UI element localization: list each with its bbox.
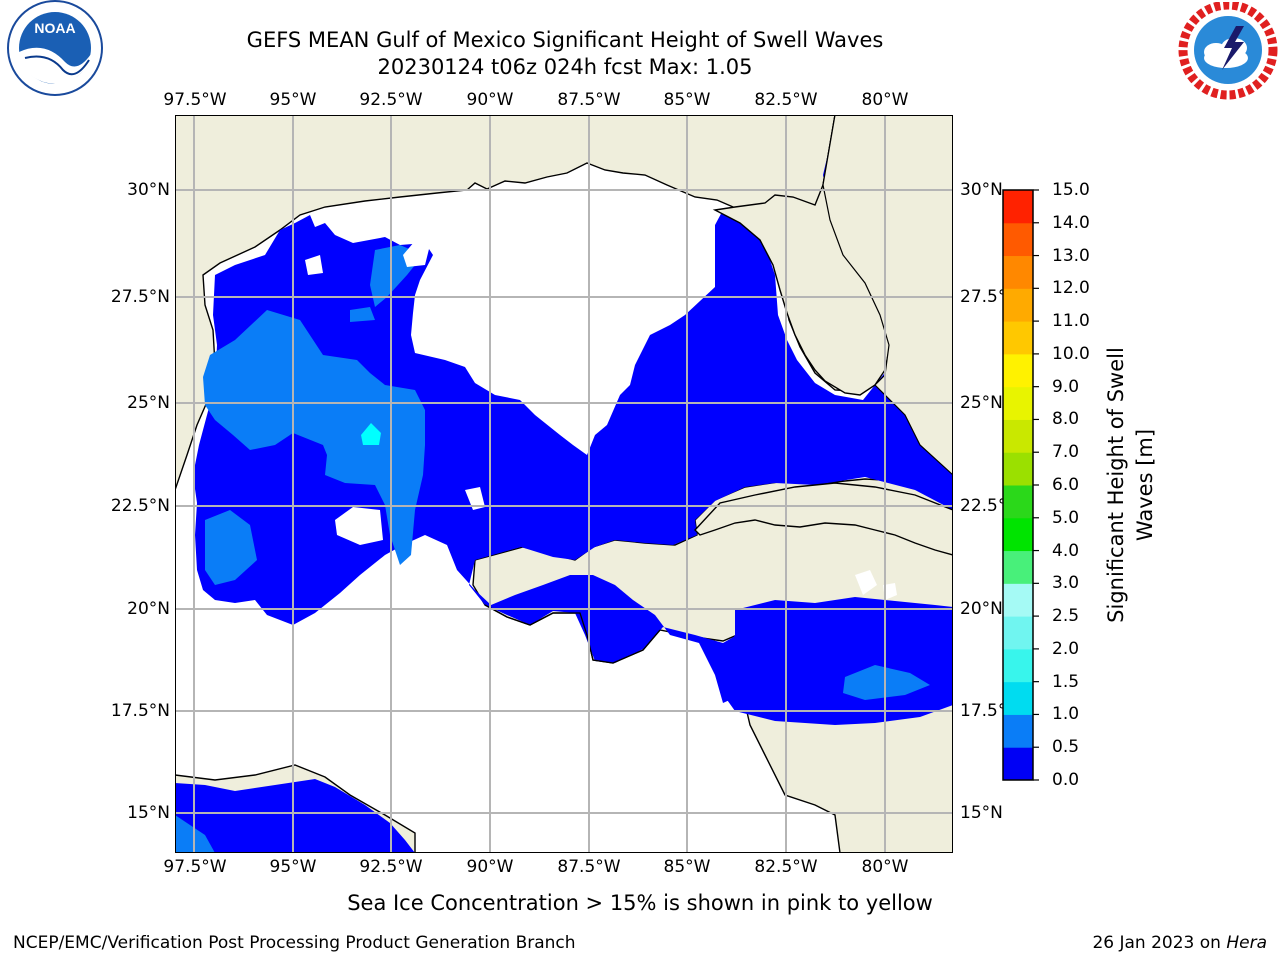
swell-max-area (361, 423, 381, 445)
gulf-of-mexico-map (175, 115, 953, 853)
lat-label-left: 27.5°N (110, 287, 170, 307)
lon-label-bottom: 85°W (663, 857, 711, 877)
title-line-1: GEFS MEAN Gulf of Mexico Significant Hei… (246, 28, 884, 52)
lon-label-top: 87.5°W (557, 90, 621, 110)
colorbar-tick-label: 9.0 (1052, 376, 1080, 397)
lat-label-left: 25°N (127, 393, 170, 413)
colorbar-tick-label: 5.0 (1052, 507, 1080, 528)
colorbar-segment (1003, 681, 1033, 715)
colorbar-tick-label: 10.0 (1052, 343, 1090, 364)
sea-ice-note: Sea Ice Concentration > 15% is shown in … (347, 891, 933, 915)
yucatan-coast (484, 604, 661, 664)
date-text: 26 Jan 2023 on (1092, 933, 1227, 953)
colorbar (1002, 189, 1039, 781)
lon-label-bottom: 80°W (861, 857, 909, 877)
lat-label-right: 15°N (960, 803, 1003, 823)
lon-label-top: 82.5°W (754, 90, 818, 110)
colorbar-segment (1003, 419, 1033, 453)
colorbar-tick-label: 3.0 (1052, 573, 1080, 594)
swell-field-mid (175, 245, 930, 853)
colorbar-segment (1003, 190, 1033, 224)
lat-label-right: 20°N (960, 599, 1003, 619)
colorbar-segment (1003, 517, 1033, 552)
colorbar-segment (1003, 616, 1033, 650)
lon-label-top: 95°W (269, 90, 317, 110)
lat-label-left: 17.5°N (110, 701, 170, 721)
noaa-logo: NOAA (7, 0, 103, 96)
colorbar-tick-label: 0.0 (1052, 770, 1080, 790)
map-frame (175, 115, 953, 853)
lat-label-left: 30°N (127, 180, 170, 200)
lat-label-left: 22.5°N (110, 496, 170, 516)
florida-east-coast (822, 115, 953, 476)
colorbar-segment (1003, 288, 1033, 322)
colorbar-segment (1003, 386, 1033, 420)
colorbar-label-line1: Significant Height of Swell (1104, 347, 1128, 623)
colorbar-segment (1003, 648, 1033, 683)
colorbar-tick-label: 12.0 (1052, 278, 1090, 299)
lon-label-bottom: 82.5°W (754, 857, 818, 877)
graticule (175, 115, 953, 853)
colorbar-tick-label: 2.5 (1052, 606, 1080, 627)
colorbar-segment (1003, 583, 1033, 617)
lat-label-right: 25°N (960, 393, 1003, 413)
colorbar-tick-label: 11.0 (1052, 311, 1090, 332)
colorbar-tick-label: 8.0 (1052, 409, 1080, 430)
colorbar-tick-label: 4.0 (1052, 540, 1080, 561)
machine-name: Hera (1226, 933, 1267, 953)
colorbar-tick-label: 2.0 (1052, 638, 1080, 659)
nws-logo (1178, 2, 1278, 100)
lon-label-bottom: 90°W (466, 857, 514, 877)
colorbar-tick-label: 15.0 (1052, 180, 1090, 200)
colorbar-segment (1003, 321, 1033, 355)
colorbar-tick-label: 0.5 (1052, 737, 1080, 758)
title-line-2: 20230124 t06z 024h fcst Max: 1.05 (377, 55, 753, 79)
cuba-island (694, 482, 953, 556)
date-stamp: 26 Jan 2023 on Hera (1092, 933, 1267, 953)
lon-label-top: 97.5°W (163, 90, 227, 110)
colorbar-tick-label: 14.0 (1052, 212, 1090, 233)
colorbar-segment (1003, 714, 1033, 748)
lon-label-top: 90°W (466, 90, 514, 110)
colorbar-label: Significant Height of Swell Waves [m] (1102, 85, 1162, 623)
colorbar-segment (1003, 255, 1033, 289)
lat-label-right: 30°N (960, 180, 1003, 200)
colorbar-tick-label: 1.5 (1052, 671, 1080, 692)
lon-label-top: 92.5°W (359, 90, 423, 110)
credit-text: NCEP/EMC/Verification Post Processing Pr… (13, 933, 576, 953)
noaa-logo-text: NOAA (34, 20, 75, 36)
colorbar-tick-label: 1.0 (1052, 704, 1080, 725)
colorbar-segment (1003, 485, 1033, 519)
colorbar-segment (1003, 550, 1033, 584)
swell-field-southwest (175, 779, 415, 853)
colorbar-segment (1003, 222, 1033, 257)
colorbar-segment (1003, 353, 1033, 388)
lon-label-top: 80°W (861, 90, 909, 110)
colorbar-tick-label: 7.0 (1052, 442, 1080, 463)
colorbar-tick-label: 6.0 (1052, 475, 1080, 495)
lon-label-bottom: 97.5°W (163, 857, 227, 877)
lat-label-left: 20°N (127, 599, 170, 619)
lon-label-bottom: 95°W (269, 857, 317, 877)
colorbar-segment (1003, 452, 1033, 486)
colorbar-label-line2: Waves [m] (1133, 428, 1157, 542)
colorbar-segment (1003, 747, 1033, 781)
lon-label-bottom: 87.5°W (557, 857, 621, 877)
lat-label-left: 15°N (127, 803, 170, 823)
colorbar-tick-label: 13.0 (1052, 245, 1090, 266)
lon-label-bottom: 92.5°W (359, 857, 423, 877)
lon-label-top: 85°W (663, 90, 711, 110)
